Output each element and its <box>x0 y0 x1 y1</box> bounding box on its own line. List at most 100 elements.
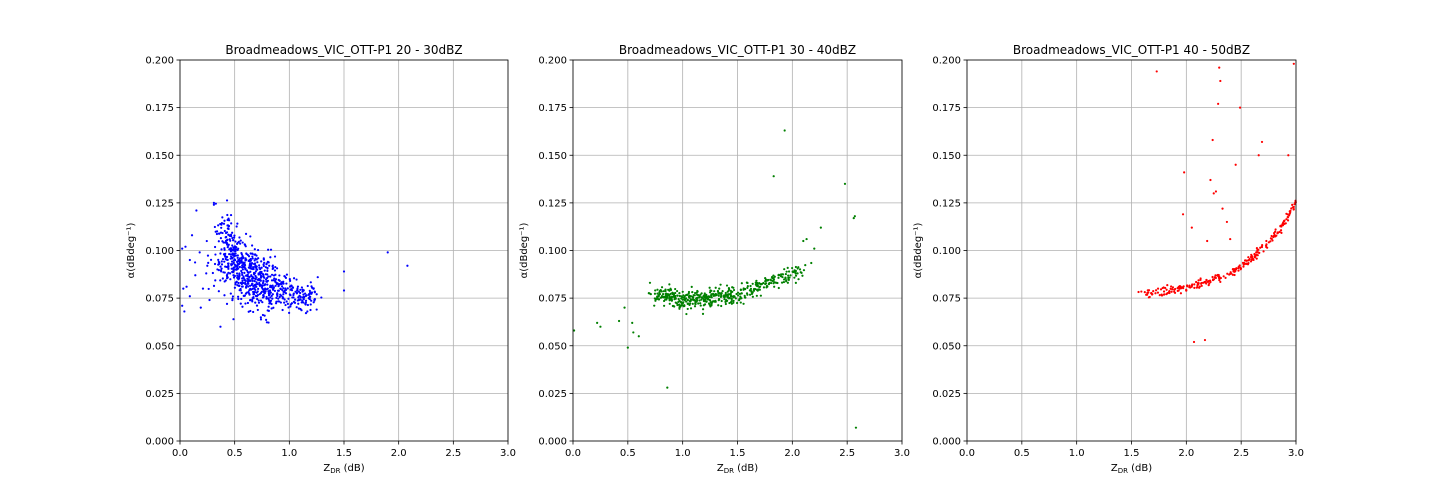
data-point <box>230 264 233 267</box>
data-point <box>231 231 234 234</box>
data-point <box>211 271 214 275</box>
data-point <box>269 286 272 289</box>
data-point <box>632 331 635 334</box>
data-point <box>743 294 746 297</box>
data-point <box>1200 281 1203 285</box>
data-point <box>237 295 240 298</box>
data-point <box>689 307 693 310</box>
data-point <box>220 248 223 251</box>
data-point <box>226 227 229 230</box>
data-point <box>247 310 250 313</box>
x-tick-label: 1.5 <box>336 448 352 459</box>
data-point <box>222 222 226 225</box>
data-point <box>1146 293 1149 296</box>
data-point <box>713 290 716 293</box>
data-point <box>766 285 769 288</box>
data-point <box>300 301 303 304</box>
data-point <box>289 279 292 282</box>
data-point <box>250 274 253 277</box>
data-point <box>257 273 260 276</box>
data-point <box>240 269 243 273</box>
data-point <box>631 321 634 324</box>
data-point <box>1286 213 1289 216</box>
data-point <box>714 299 717 302</box>
data-point <box>217 269 221 272</box>
data-point <box>665 292 668 295</box>
data-point <box>1216 273 1219 277</box>
data-point <box>266 266 269 270</box>
data-point <box>260 260 263 263</box>
data-point <box>678 307 681 310</box>
x-tick-label: 0.0 <box>172 448 188 459</box>
data-point <box>225 277 229 280</box>
data-point <box>217 263 220 266</box>
data-point <box>714 294 717 297</box>
data-point <box>312 301 315 304</box>
data-point <box>736 291 740 294</box>
data-point <box>1247 256 1250 259</box>
axes-frame <box>179 59 509 442</box>
data-point <box>1257 251 1260 254</box>
data-point <box>297 302 300 305</box>
data-point <box>230 260 234 263</box>
data-point <box>206 254 210 257</box>
data-point <box>226 258 229 261</box>
data-point <box>241 279 244 282</box>
data-point <box>230 222 233 225</box>
data-point <box>219 325 222 328</box>
data-point <box>784 276 787 279</box>
data-point <box>744 288 747 291</box>
data-point <box>290 289 294 292</box>
data-point <box>668 289 671 292</box>
data-point <box>1292 62 1295 65</box>
data-point <box>749 284 752 288</box>
y-tick-label: 0.025 <box>932 389 961 400</box>
data-point <box>242 276 245 280</box>
data-point <box>573 329 576 332</box>
data-point <box>275 283 279 286</box>
data-point <box>235 264 238 268</box>
data-point <box>695 297 698 300</box>
data-point <box>1237 269 1240 272</box>
data-point <box>709 301 712 304</box>
data-point <box>770 281 773 285</box>
data-point <box>672 304 675 308</box>
data-point <box>261 301 264 304</box>
y-tick-label: 0.200 <box>932 56 961 67</box>
data-point <box>1254 255 1257 258</box>
x-tick-label: 2.5 <box>445 448 461 459</box>
data-point <box>244 267 247 270</box>
data-point <box>406 264 409 267</box>
data-point <box>214 202 217 205</box>
data-point <box>219 265 222 268</box>
data-point <box>258 281 261 285</box>
data-point <box>1181 213 1185 216</box>
data-point <box>386 251 389 254</box>
data-point <box>703 303 707 306</box>
data-point <box>698 294 701 297</box>
data-point <box>786 281 789 284</box>
data-point <box>810 261 813 265</box>
data-point <box>256 308 259 312</box>
data-point <box>1222 275 1225 278</box>
data-point <box>221 277 224 280</box>
data-point <box>274 302 278 305</box>
data-point <box>247 279 250 282</box>
data-point <box>714 286 717 289</box>
data-point <box>1211 278 1215 282</box>
data-point <box>720 304 723 308</box>
data-point <box>724 294 728 297</box>
x-tick-label: 0.5 <box>227 448 243 459</box>
data-point <box>217 224 220 227</box>
data-point <box>268 290 271 293</box>
data-point <box>723 298 726 301</box>
data-point <box>1255 251 1258 254</box>
data-point <box>279 287 282 291</box>
data-point <box>730 290 733 294</box>
data-point <box>1188 284 1191 287</box>
data-point <box>268 299 271 303</box>
data-point <box>259 276 262 279</box>
data-point <box>1192 340 1196 344</box>
data-point <box>284 289 287 292</box>
data-point <box>699 302 702 305</box>
